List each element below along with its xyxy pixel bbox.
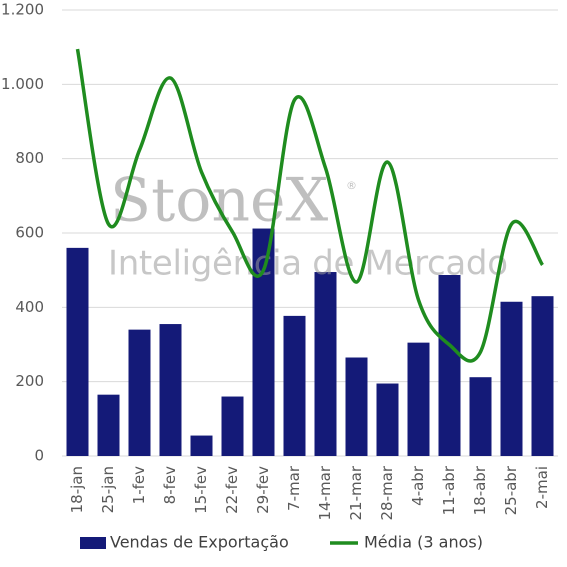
x-tick-label: 11-abr xyxy=(440,465,458,515)
bar xyxy=(469,377,492,456)
bar xyxy=(190,435,213,456)
y-tick-label: 1.200 xyxy=(1,1,44,19)
bar xyxy=(376,383,399,456)
legend-label: Vendas de Exportação xyxy=(110,533,289,552)
x-tick-label: 28-mar xyxy=(378,465,396,520)
bar xyxy=(438,274,461,456)
x-tick-label: 7-mar xyxy=(285,465,303,511)
x-tick-label: 18-jan xyxy=(68,466,86,513)
bar xyxy=(500,301,523,456)
bar xyxy=(66,247,89,456)
x-tick-label: 4-abr xyxy=(409,465,427,506)
watermark: StoneX ® Inteligência de Mercado xyxy=(108,166,508,284)
x-tick-label: 22-fev xyxy=(223,466,241,514)
y-tick-label: 400 xyxy=(15,298,44,316)
legend-swatch xyxy=(80,537,106,549)
bar xyxy=(345,357,368,456)
x-tick-label: 1-fev xyxy=(130,466,148,504)
line xyxy=(75,48,545,363)
watermark-brand: StoneX xyxy=(110,166,328,236)
x-tick-label: 14-mar xyxy=(316,465,334,520)
bar xyxy=(128,329,151,456)
legend-label: Média (3 anos) xyxy=(364,533,483,552)
y-tick-label: 1.000 xyxy=(1,75,44,93)
watermark-mark: ® xyxy=(346,179,357,192)
x-tick-label: 2-mai xyxy=(533,466,551,509)
bar xyxy=(531,296,554,456)
bar xyxy=(97,394,120,456)
y-tick-label: 200 xyxy=(15,372,44,390)
bar xyxy=(159,324,182,456)
y-tick-label: 0 xyxy=(34,447,44,465)
bar xyxy=(252,228,275,456)
x-tick-label: 15-fev xyxy=(192,466,210,514)
bar xyxy=(407,342,430,456)
x-tick-label: 25-abr xyxy=(502,465,520,515)
bar xyxy=(314,272,337,456)
watermark-subtitle: Inteligência de Mercado xyxy=(108,244,508,284)
y-tick-label: 600 xyxy=(15,224,44,242)
x-tick-label: 25-jan xyxy=(99,466,117,513)
bar xyxy=(283,315,306,456)
bar xyxy=(221,396,244,456)
x-tick-label: 18-abr xyxy=(471,465,489,515)
x-tick-label: 21-mar xyxy=(347,465,365,520)
x-tick-label: 8-fev xyxy=(161,466,179,504)
y-tick-label: 800 xyxy=(15,149,44,167)
x-tick-label: 29-fev xyxy=(254,466,272,514)
